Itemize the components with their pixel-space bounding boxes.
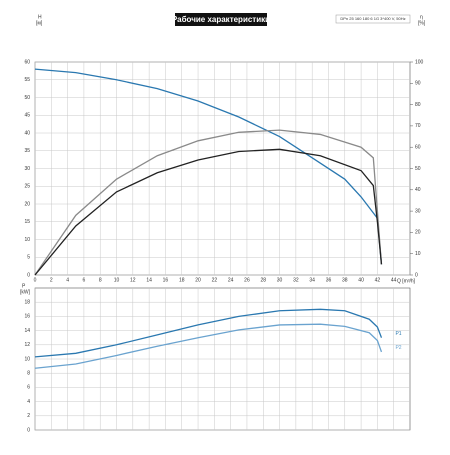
x-tick-label: 10 <box>114 277 120 283</box>
y2-tick-label: 30 <box>415 208 421 214</box>
y-tick-label: 45 <box>24 113 30 119</box>
y-tick-label: 12 <box>24 342 30 348</box>
y-tick-label: 40 <box>24 130 30 136</box>
x-tick-label: 0 <box>34 277 37 283</box>
x-tick-label: 30 <box>277 277 283 283</box>
y-tick-label: 8 <box>27 371 30 377</box>
x-tick-label: 32 <box>293 277 299 283</box>
y-tick-label: 6 <box>27 385 30 391</box>
subtitle-box <box>335 14 411 24</box>
y2-tick-label: 100 <box>415 59 424 65</box>
y-axis-symbol: P <box>22 283 26 289</box>
series-line <box>34 323 383 369</box>
x-tick-label: 20 <box>195 277 201 283</box>
y-tick-label: 0 <box>27 272 30 278</box>
y-axis-label: [kW] <box>20 289 31 295</box>
y-tick-label: 50 <box>24 95 30 101</box>
x-tick-label: 44 <box>391 277 397 283</box>
chart-subtitle: DPn 25 160 180 6 1G 3*400 V, 50Hz <box>340 16 405 21</box>
x-tick-label: 38 <box>342 277 348 283</box>
x-tick-label: 12 <box>130 277 136 283</box>
y-tick-label: 55 <box>24 77 30 83</box>
y-tick-label: 4 <box>27 399 30 405</box>
y2-tick-label: 50 <box>415 166 421 172</box>
y2-tick-label: 70 <box>415 123 421 129</box>
x-tick-label: 40 <box>358 277 364 283</box>
series-line <box>34 148 383 276</box>
y-tick-label: 20 <box>24 201 30 207</box>
chart-title: Рабочие характеристики <box>172 15 270 24</box>
y2-axis-label: [%] <box>418 20 426 26</box>
y2-tick-label: 0 <box>415 272 418 278</box>
y-tick-label: 14 <box>24 328 30 334</box>
series-line <box>34 129 383 276</box>
y-tick-label: 25 <box>24 184 30 190</box>
y2-tick-label: 80 <box>415 102 421 108</box>
x-tick-label: 14 <box>146 277 152 283</box>
series-line <box>34 68 383 265</box>
x-tick-label: 28 <box>260 277 266 283</box>
y-tick-label: 16 <box>24 314 30 320</box>
y-tick-label: 0 <box>27 427 30 433</box>
x-tick-label: 16 <box>163 277 169 283</box>
y-tick-label: 5 <box>27 255 30 261</box>
x-axis-label: Q [m³/h] <box>397 278 416 284</box>
y2-axis-symbol: η <box>420 14 423 20</box>
series-line <box>34 308 383 358</box>
y-tick-label: 2 <box>27 413 30 419</box>
y2-tick-label: 20 <box>415 230 421 236</box>
title-box <box>175 13 267 26</box>
y-tick-label: 15 <box>24 219 30 225</box>
y-tick-label: 60 <box>24 59 30 65</box>
y-tick-label: 10 <box>24 356 30 362</box>
y-tick-label: 35 <box>24 148 30 154</box>
x-tick-label: 24 <box>228 277 234 283</box>
y-axis-symbol: H <box>38 14 42 20</box>
x-tick-label: 18 <box>179 277 185 283</box>
y2-tick-label: 10 <box>415 251 421 257</box>
series-label: P1 <box>395 331 401 337</box>
x-tick-label: 6 <box>83 277 86 283</box>
x-tick-label: 4 <box>66 277 69 283</box>
x-tick-label: 2 <box>50 277 53 283</box>
x-tick-label: 42 <box>375 277 381 283</box>
x-tick-label: 26 <box>244 277 250 283</box>
y2-tick-label: 40 <box>415 187 421 193</box>
series-label: P2 <box>395 345 401 351</box>
y-tick-label: 18 <box>24 300 30 306</box>
x-tick-label: 8 <box>99 277 102 283</box>
x-tick-label: 34 <box>309 277 315 283</box>
y2-tick-label: 60 <box>415 145 421 151</box>
y2-tick-label: 90 <box>415 81 421 87</box>
x-tick-label: 22 <box>212 277 218 283</box>
x-tick-label: 36 <box>326 277 332 283</box>
y-tick-label: 30 <box>24 166 30 172</box>
y-tick-label: 10 <box>24 237 30 243</box>
y-axis-label: [м] <box>36 20 43 26</box>
